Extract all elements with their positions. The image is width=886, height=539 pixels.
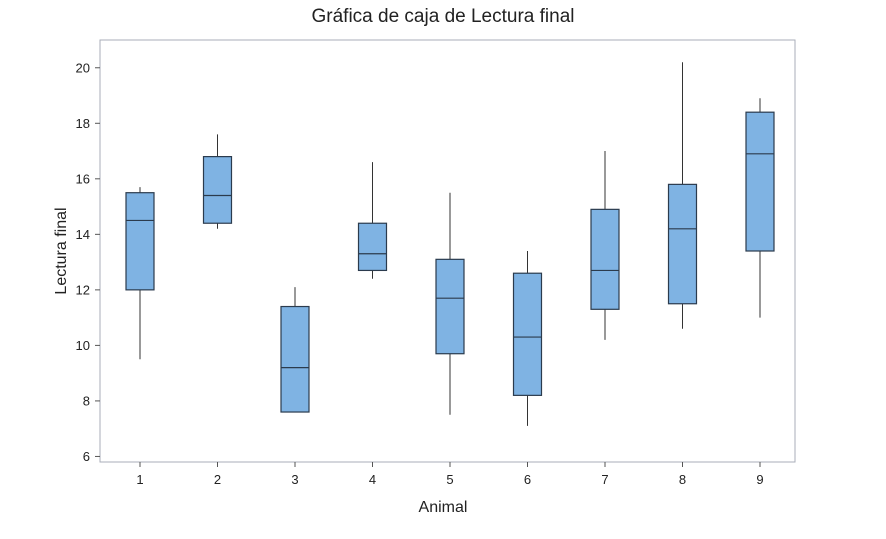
x-tick-label: 8: [679, 472, 686, 487]
y-axis-label: Lectura final: [53, 207, 70, 294]
box: [512, 272, 543, 396]
box: [125, 192, 155, 291]
box-group-4: [357, 162, 388, 279]
x-tick-label: 2: [214, 472, 221, 487]
box: [435, 258, 465, 355]
x-axis-label: Animal: [419, 499, 468, 516]
x-tick-label: 9: [756, 472, 763, 487]
box: [357, 222, 388, 272]
chart-title: Gráfica de caja de Lectura final: [312, 6, 575, 27]
box: [667, 183, 698, 305]
y-tick-label: 18: [76, 116, 90, 131]
y-tick-label: 20: [76, 60, 90, 75]
box-group-1: [125, 187, 155, 360]
x-tick-label: 1: [136, 472, 143, 487]
y-tick-label: 12: [76, 282, 90, 297]
x-axis: 1 2 3 4 5 6 7 8 9: [136, 462, 764, 487]
box: [202, 156, 233, 224]
y-axis: 6 8 10 12 14 16 18 20: [76, 60, 100, 464]
box-group-8: [667, 62, 698, 329]
x-tick-label: 5: [446, 472, 453, 487]
y-tick-label: 8: [83, 393, 90, 408]
box-group-6: [512, 251, 543, 426]
box: [590, 208, 620, 310]
y-tick-label: 6: [83, 449, 90, 464]
x-tick-label: 7: [601, 472, 608, 487]
boxes-layer: [125, 62, 775, 426]
x-tick-label: 6: [524, 472, 531, 487]
box-group-5: [435, 192, 465, 415]
box: [280, 305, 310, 413]
y-tick-label: 14: [76, 227, 90, 242]
box-group-3: [280, 287, 310, 413]
x-tick-label: 4: [369, 472, 376, 487]
y-tick-label: 16: [76, 171, 90, 186]
box: [745, 111, 775, 252]
box-group-9: [745, 98, 775, 318]
box-group-2: [202, 134, 233, 229]
y-tick-label: 10: [76, 338, 90, 353]
x-tick-label: 3: [291, 472, 298, 487]
box-group-7: [590, 151, 620, 340]
